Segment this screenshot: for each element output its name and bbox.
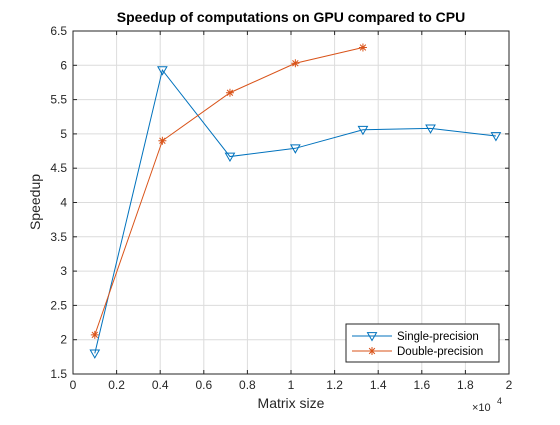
y-tick-label: 1.5 (50, 367, 67, 381)
y-tick-label: 4.5 (50, 161, 67, 175)
series-layer (89, 43, 502, 359)
x-axis-exponent-base: ×10 (472, 402, 491, 414)
x-axis-label: Matrix size (258, 395, 325, 411)
data-point (425, 124, 436, 134)
data-point (89, 349, 101, 359)
axes (72, 30, 510, 375)
data-point (224, 152, 236, 163)
x-tick-label: 1 (288, 378, 295, 392)
y-tick-label: 2 (60, 333, 67, 347)
data-point (358, 43, 367, 52)
data-point (158, 136, 167, 145)
x-tick-label: 1.6 (413, 378, 430, 392)
data-point (357, 125, 369, 136)
legend-label: Double-precision (397, 346, 483, 358)
legend-label: Single-precision (397, 331, 479, 343)
y-tick-label: 5.5 (50, 93, 67, 107)
asterisk-stroke (90, 330, 99, 339)
y-tick-label: 2.5 (50, 298, 67, 312)
asterisk-stroke (368, 347, 376, 355)
legend-items: Single-precision Double-precision (352, 331, 483, 358)
legend-entry: Single-precision (352, 331, 479, 343)
x-tick-label: 0.6 (195, 378, 212, 392)
asterisk-stroke (225, 88, 234, 97)
x-tick-label: 1.8 (457, 378, 474, 392)
x-tick-label: 1.2 (326, 378, 343, 392)
x-axis-exponent: ×10 4 (472, 396, 502, 414)
data-point (289, 144, 301, 154)
y-axis-label: Speedup (27, 174, 43, 230)
legend: Single-precision Double-precision (345, 323, 500, 363)
chart-title: Speedup of computations on GPU compared … (117, 9, 465, 25)
data-point (291, 59, 300, 68)
x-tick-label: 0.4 (152, 378, 169, 392)
x-tick-label: 0.8 (239, 378, 256, 392)
y-tick-label: 5 (60, 127, 67, 141)
y-tick-label: 4 (60, 196, 67, 210)
x-tick-label: 1.4 (370, 378, 387, 392)
asterisk-stroke (358, 43, 367, 52)
data-point (90, 330, 99, 339)
data-point (225, 88, 234, 97)
data-point (157, 66, 168, 76)
asterisk-stroke (158, 136, 167, 145)
x-tick-label: 2 (506, 378, 513, 392)
legend-box (345, 323, 500, 363)
series-single-precision (89, 66, 502, 359)
legend-entry: Double-precision (352, 346, 483, 358)
tick-labels: 0 0.2 0.4 0.6 0.8 1 1.2 1.4 1.6 1.8 2 1.5 2 2.5 3 3.5 4 4… (50, 24, 512, 392)
series-line (94, 68, 496, 354)
y-tick-label: 6 (60, 58, 67, 72)
x-tick-label: 0 (70, 378, 77, 392)
series-double-precision (90, 43, 367, 339)
legend-marker (368, 347, 376, 355)
axes-box (72, 30, 510, 375)
y-tick-label: 6.5 (50, 24, 67, 38)
y-tick-label: 3.5 (50, 230, 67, 244)
x-tick-label: 0.2 (108, 378, 125, 392)
grid (73, 31, 509, 374)
legend-marker (366, 332, 378, 342)
y-tick-label: 3 (60, 264, 67, 278)
asterisk-stroke (291, 59, 300, 68)
data-point (490, 132, 502, 142)
x-axis-exponent-power: 4 (497, 396, 502, 406)
